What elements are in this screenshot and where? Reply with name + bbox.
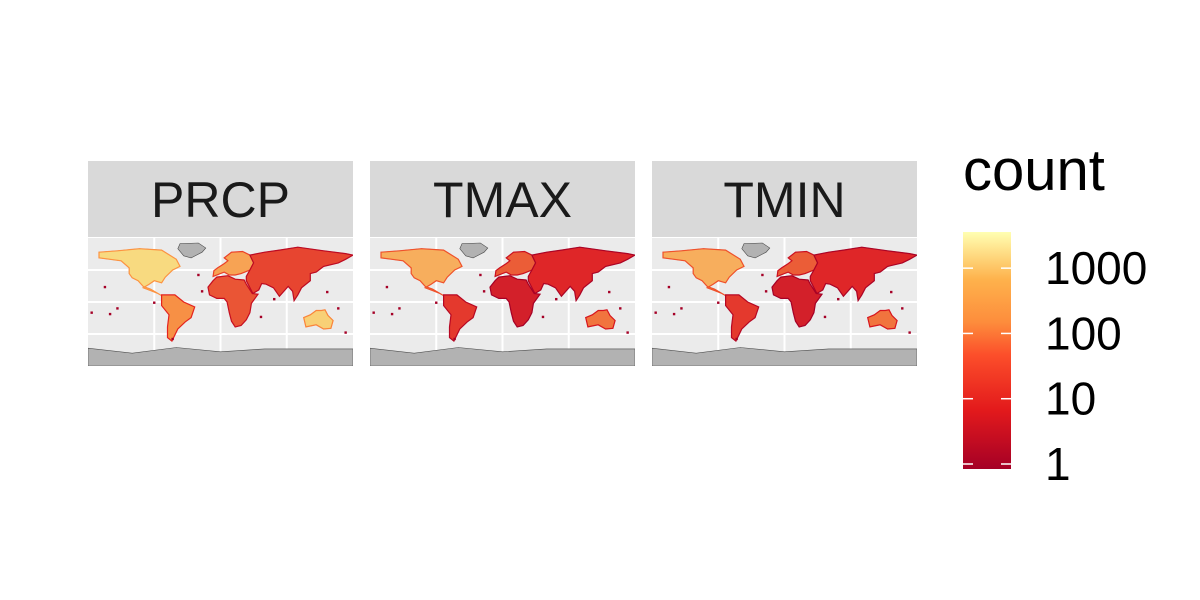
land-greenland: [741, 242, 771, 259]
count-bin-africa: [771, 275, 824, 328]
station-bin: [259, 315, 263, 319]
station-bin: [435, 301, 438, 304]
station-bin: [197, 273, 200, 277]
station-bin: [116, 307, 119, 310]
map-layer: [652, 242, 917, 366]
station-bin: [541, 315, 545, 319]
station-bin: [654, 311, 657, 314]
count-bin-australia: [866, 309, 898, 330]
legend-label: 1000: [1045, 242, 1147, 294]
count-bin-south-america: [443, 294, 478, 343]
station-bin: [344, 331, 347, 334]
land-antarctica: [370, 347, 635, 366]
count-bin-australia: [584, 309, 616, 330]
map-layer: [370, 242, 635, 366]
station-bin: [108, 312, 112, 316]
station-bin: [153, 301, 156, 304]
land-greenland: [177, 242, 207, 259]
count-bin-north-america: [662, 248, 745, 297]
station-bin: [672, 312, 676, 316]
legend: count 1 10 100 1000: [963, 138, 1147, 490]
facet-tmin: TMIN: [652, 161, 917, 366]
facet-strip-label: TMIN: [723, 172, 845, 228]
count-bin-africa: [207, 275, 260, 328]
land-antarctica: [652, 347, 917, 366]
legend-ticks: 1 10 100 1000: [963, 242, 1147, 490]
facet-strip: [370, 161, 635, 237]
map-layer: [88, 242, 353, 366]
station-bin: [90, 311, 93, 314]
count-bin-asia: [245, 246, 353, 303]
land-antarctica: [88, 347, 353, 366]
station-bin: [372, 311, 375, 314]
count-bin-europe: [212, 250, 255, 278]
station-bin: [764, 290, 768, 293]
facet-prcp: PRCP: [88, 161, 353, 366]
station-bin: [337, 307, 340, 310]
count-bin-europe: [494, 250, 537, 278]
count-bin-europe: [776, 250, 819, 278]
count-bin-north-america: [98, 248, 181, 297]
station-bin: [761, 273, 764, 277]
legend-title: count: [963, 138, 1105, 203]
count-bin-asia: [527, 246, 635, 303]
facet-strip: [88, 161, 353, 237]
facet-tmax: TMAX: [370, 161, 635, 366]
station-bin: [619, 307, 622, 310]
count-bin-asia: [809, 246, 917, 303]
station-bin: [608, 290, 611, 294]
facet-strip: [652, 161, 917, 237]
station-bin: [823, 315, 827, 319]
station-bin: [390, 312, 394, 316]
station-bin: [555, 297, 558, 301]
land-greenland: [459, 242, 489, 259]
station-bin: [667, 285, 671, 289]
station-bin: [908, 331, 911, 334]
count-bin-australia: [302, 309, 334, 330]
legend-label: 100: [1045, 307, 1122, 359]
legend-label: 1: [1045, 438, 1071, 490]
facet-strip-label: TMAX: [433, 172, 572, 228]
station-bin: [626, 331, 629, 334]
facet-panels: PRCP TMAX TMIN: [88, 161, 917, 366]
legend-label: 10: [1045, 373, 1096, 425]
facet-strip-label: PRCP: [151, 172, 290, 228]
station-bin: [837, 297, 840, 301]
station-bin: [273, 297, 276, 301]
count-bin-south-america: [724, 294, 760, 343]
count-bin-africa: [489, 275, 542, 328]
count-bin-south-america: [161, 294, 196, 343]
station-bin: [482, 290, 486, 293]
station-bin: [717, 301, 720, 304]
station-bin: [735, 337, 738, 341]
station-bin: [680, 307, 683, 310]
station-bin: [326, 290, 329, 294]
station-bin: [479, 273, 482, 277]
station-bin: [385, 285, 389, 289]
legend-colorbar: [963, 232, 1011, 469]
station-bin: [890, 290, 893, 294]
station-bin: [200, 290, 204, 293]
count-bin-north-america: [380, 248, 463, 297]
station-bin: [453, 337, 456, 341]
station-bin: [398, 307, 401, 310]
station-bin: [171, 337, 174, 341]
station-bin: [901, 307, 904, 310]
station-bin: [103, 285, 107, 289]
